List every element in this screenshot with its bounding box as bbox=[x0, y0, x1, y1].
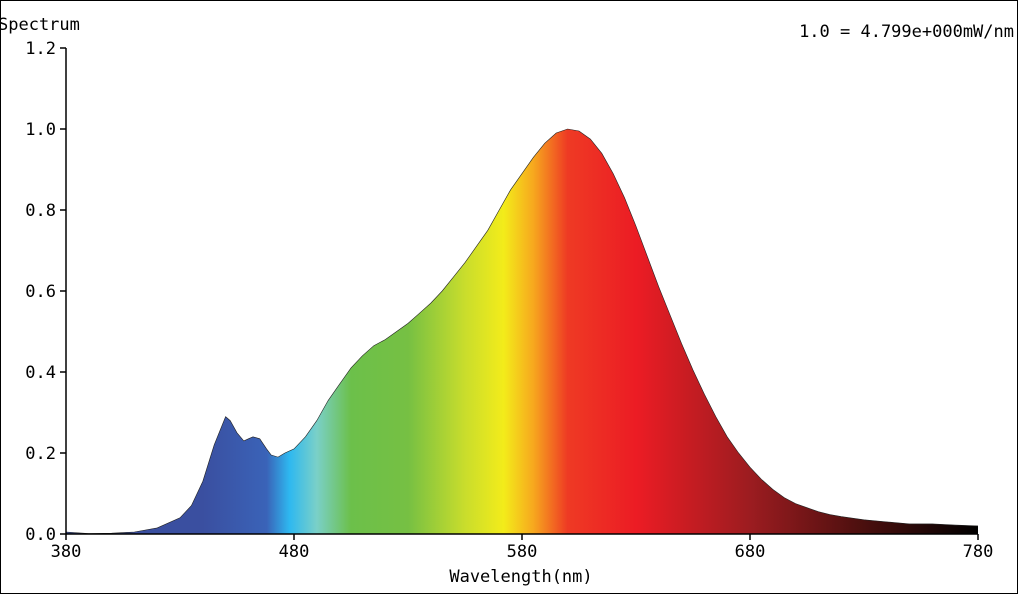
chart-title: Spectrum bbox=[0, 15, 80, 35]
y-tick-label: 0.4 bbox=[25, 363, 56, 383]
y-tick-label: 0.2 bbox=[25, 444, 56, 464]
x-tick-label: 380 bbox=[51, 542, 82, 562]
y-axis-ticks: 0.0 0.2 0.4 0.6 0.8 1.0 1.2 bbox=[25, 39, 66, 545]
x-tick-label: 780 bbox=[963, 542, 994, 562]
x-axis-ticks: 380 480 580 680 780 bbox=[51, 534, 994, 562]
y-tick-label: 0.6 bbox=[25, 282, 56, 302]
spectrum-area bbox=[66, 129, 978, 534]
y-tick-label: 1.2 bbox=[25, 39, 56, 59]
y-tick-label: 0.8 bbox=[25, 201, 56, 221]
y-tick-label: 1.0 bbox=[25, 120, 56, 140]
x-axis-label: Wavelength(nm) bbox=[449, 567, 592, 587]
y-tick-label: 0.0 bbox=[25, 525, 56, 545]
x-tick-label: 480 bbox=[279, 542, 310, 562]
spectrum-outline bbox=[65, 128, 979, 534]
scale-note: 1.0 = 4.799e+000mW/nm bbox=[799, 22, 1014, 42]
x-tick-label: 680 bbox=[735, 542, 766, 562]
x-tick-label: 580 bbox=[507, 542, 538, 562]
